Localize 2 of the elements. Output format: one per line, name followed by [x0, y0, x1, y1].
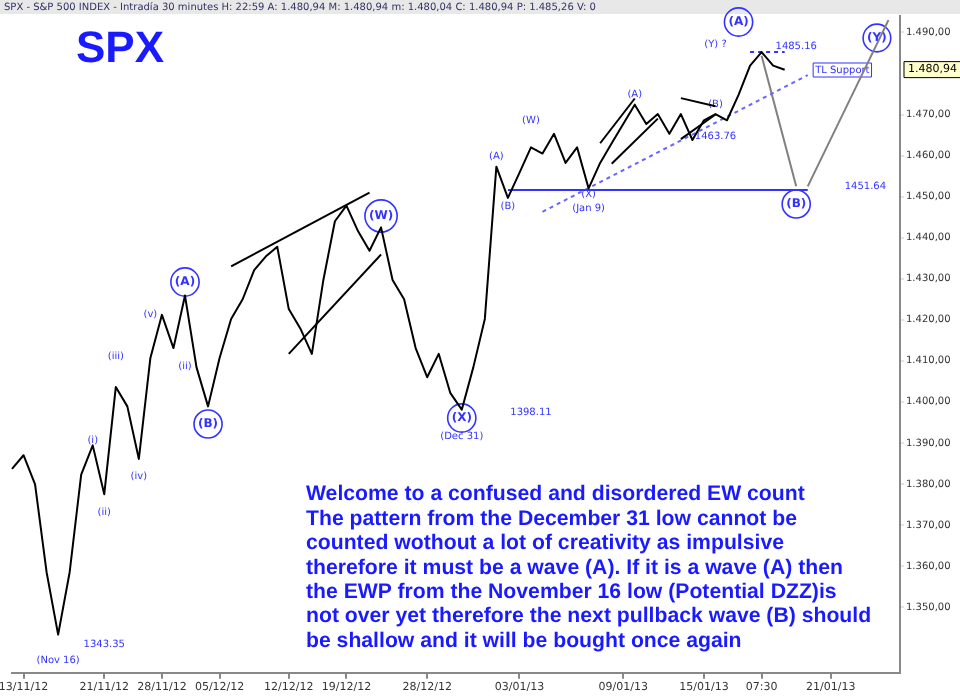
annotation: Welcome to a confused and disordered EW count The pattern from the December 31 low cannot be counted wothout a lot of creativity as impulsive therefore it must be a wave (A). If it is a wave (A) then the EWP from the November 16 low (Potential DZZ)is not over yet therefore the next pullback wave (B) should be shallow and it will be bought once again: [306, 482, 872, 653]
chart-title: SPX: [76, 22, 165, 73]
